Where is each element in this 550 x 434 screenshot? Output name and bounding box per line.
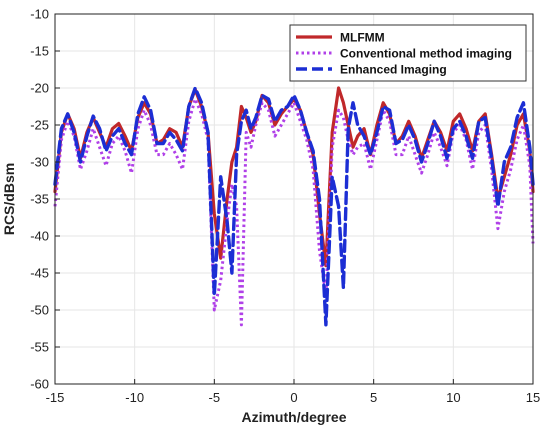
x-tick-label: 10	[446, 390, 460, 405]
legend: MLFMM Conventional method imaging Enhanced…	[289, 24, 527, 82]
y-tick-label: -30	[30, 155, 49, 170]
x-axis-ticks: -15 -10 -5 0 5 10 15	[46, 379, 540, 405]
y-tick-label: -10	[30, 7, 49, 22]
x-tick-label: -10	[125, 390, 144, 405]
legend-label: Enhanced Imaging	[340, 63, 447, 77]
legend-label: MLFMM	[340, 31, 385, 45]
series-line-enhanced-imaging	[53, 86, 535, 327]
series-lines	[53, 86, 535, 327]
y-tick-label: -50	[30, 303, 49, 318]
y-tick-label: -55	[30, 340, 49, 355]
y-tick-label: -45	[30, 266, 49, 281]
x-tick-label: 15	[526, 390, 540, 405]
x-tick-label: -5	[209, 390, 221, 405]
y-axis-ticks: -60 -55 -50 -45 -40 -35 -30 -25 -20 -15 -10	[30, 7, 60, 392]
legend-entries: MLFMM Conventional method imaging Enhanced…	[296, 31, 512, 77]
x-tick-label: 0	[290, 390, 297, 405]
y-axis-title: RCS/dBsm	[1, 163, 17, 235]
x-tick-label: 5	[370, 390, 377, 405]
x-axis-title: Azimuth/degree	[241, 409, 346, 425]
y-tick-label: -15	[30, 44, 49, 59]
y-tick-label: -60	[30, 377, 49, 392]
x-tick-label: -15	[46, 390, 65, 405]
y-tick-label: -40	[30, 229, 49, 244]
y-tick-label: -35	[30, 192, 49, 207]
y-tick-label: -20	[30, 81, 49, 96]
legend-label: Conventional method imaging	[340, 47, 512, 61]
y-tick-label: -25	[30, 118, 49, 133]
